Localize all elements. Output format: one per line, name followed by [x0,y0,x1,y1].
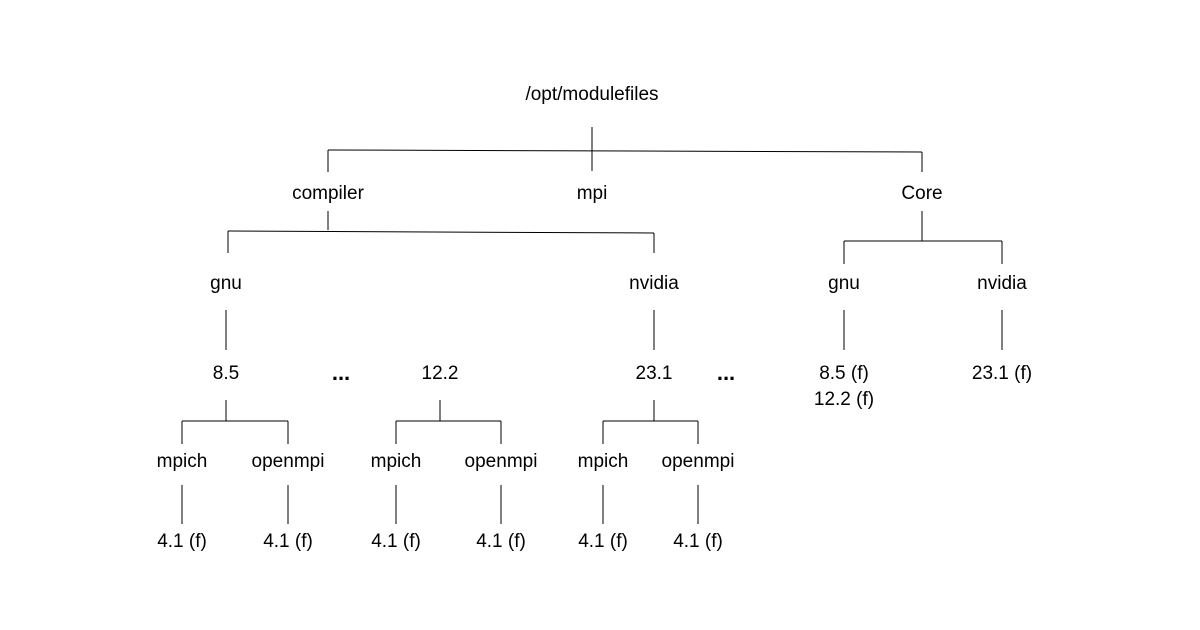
connectors [181,127,1003,524]
node-label: openmpi [252,451,325,472]
node-label: mpich [157,451,208,472]
node-label: 4.1 (f) [673,531,723,552]
node-label: nvidia [629,273,679,294]
node-label: gnu [828,273,860,294]
node-label: 8.5 (f) [819,363,869,384]
node-label: gnu [210,273,242,294]
node-label: 12.2 (f) [814,389,874,410]
node-label: mpich [371,451,422,472]
node-label: 8.5 [213,363,239,384]
node-label: nvidia [977,273,1027,294]
ellipsis: ... [332,360,350,385]
node-label: 4.1 (f) [578,531,628,552]
node-label: compiler [292,183,364,204]
node-label: 12.2 [422,363,459,384]
node-label: Core [901,183,942,204]
node-label: 4.1 (f) [263,531,313,552]
edge [227,230,655,234]
node-label: openmpi [465,451,538,472]
ellipsis: ... [717,360,735,385]
node-label: 4.1 (f) [476,531,526,552]
node-label: 23.1 [636,363,673,384]
node-label: /opt/modulefiles [525,84,658,105]
node-label: 4.1 (f) [371,531,421,552]
node-label: 23.1 (f) [972,363,1032,384]
node-label: mpich [578,451,629,472]
labels: /opt/modulefiles compiler mpi Core gnu n… [157,84,1032,552]
node-label: mpi [577,183,608,204]
node-label: openmpi [662,451,735,472]
node-label: 4.1 (f) [157,531,207,552]
edge [327,149,923,153]
